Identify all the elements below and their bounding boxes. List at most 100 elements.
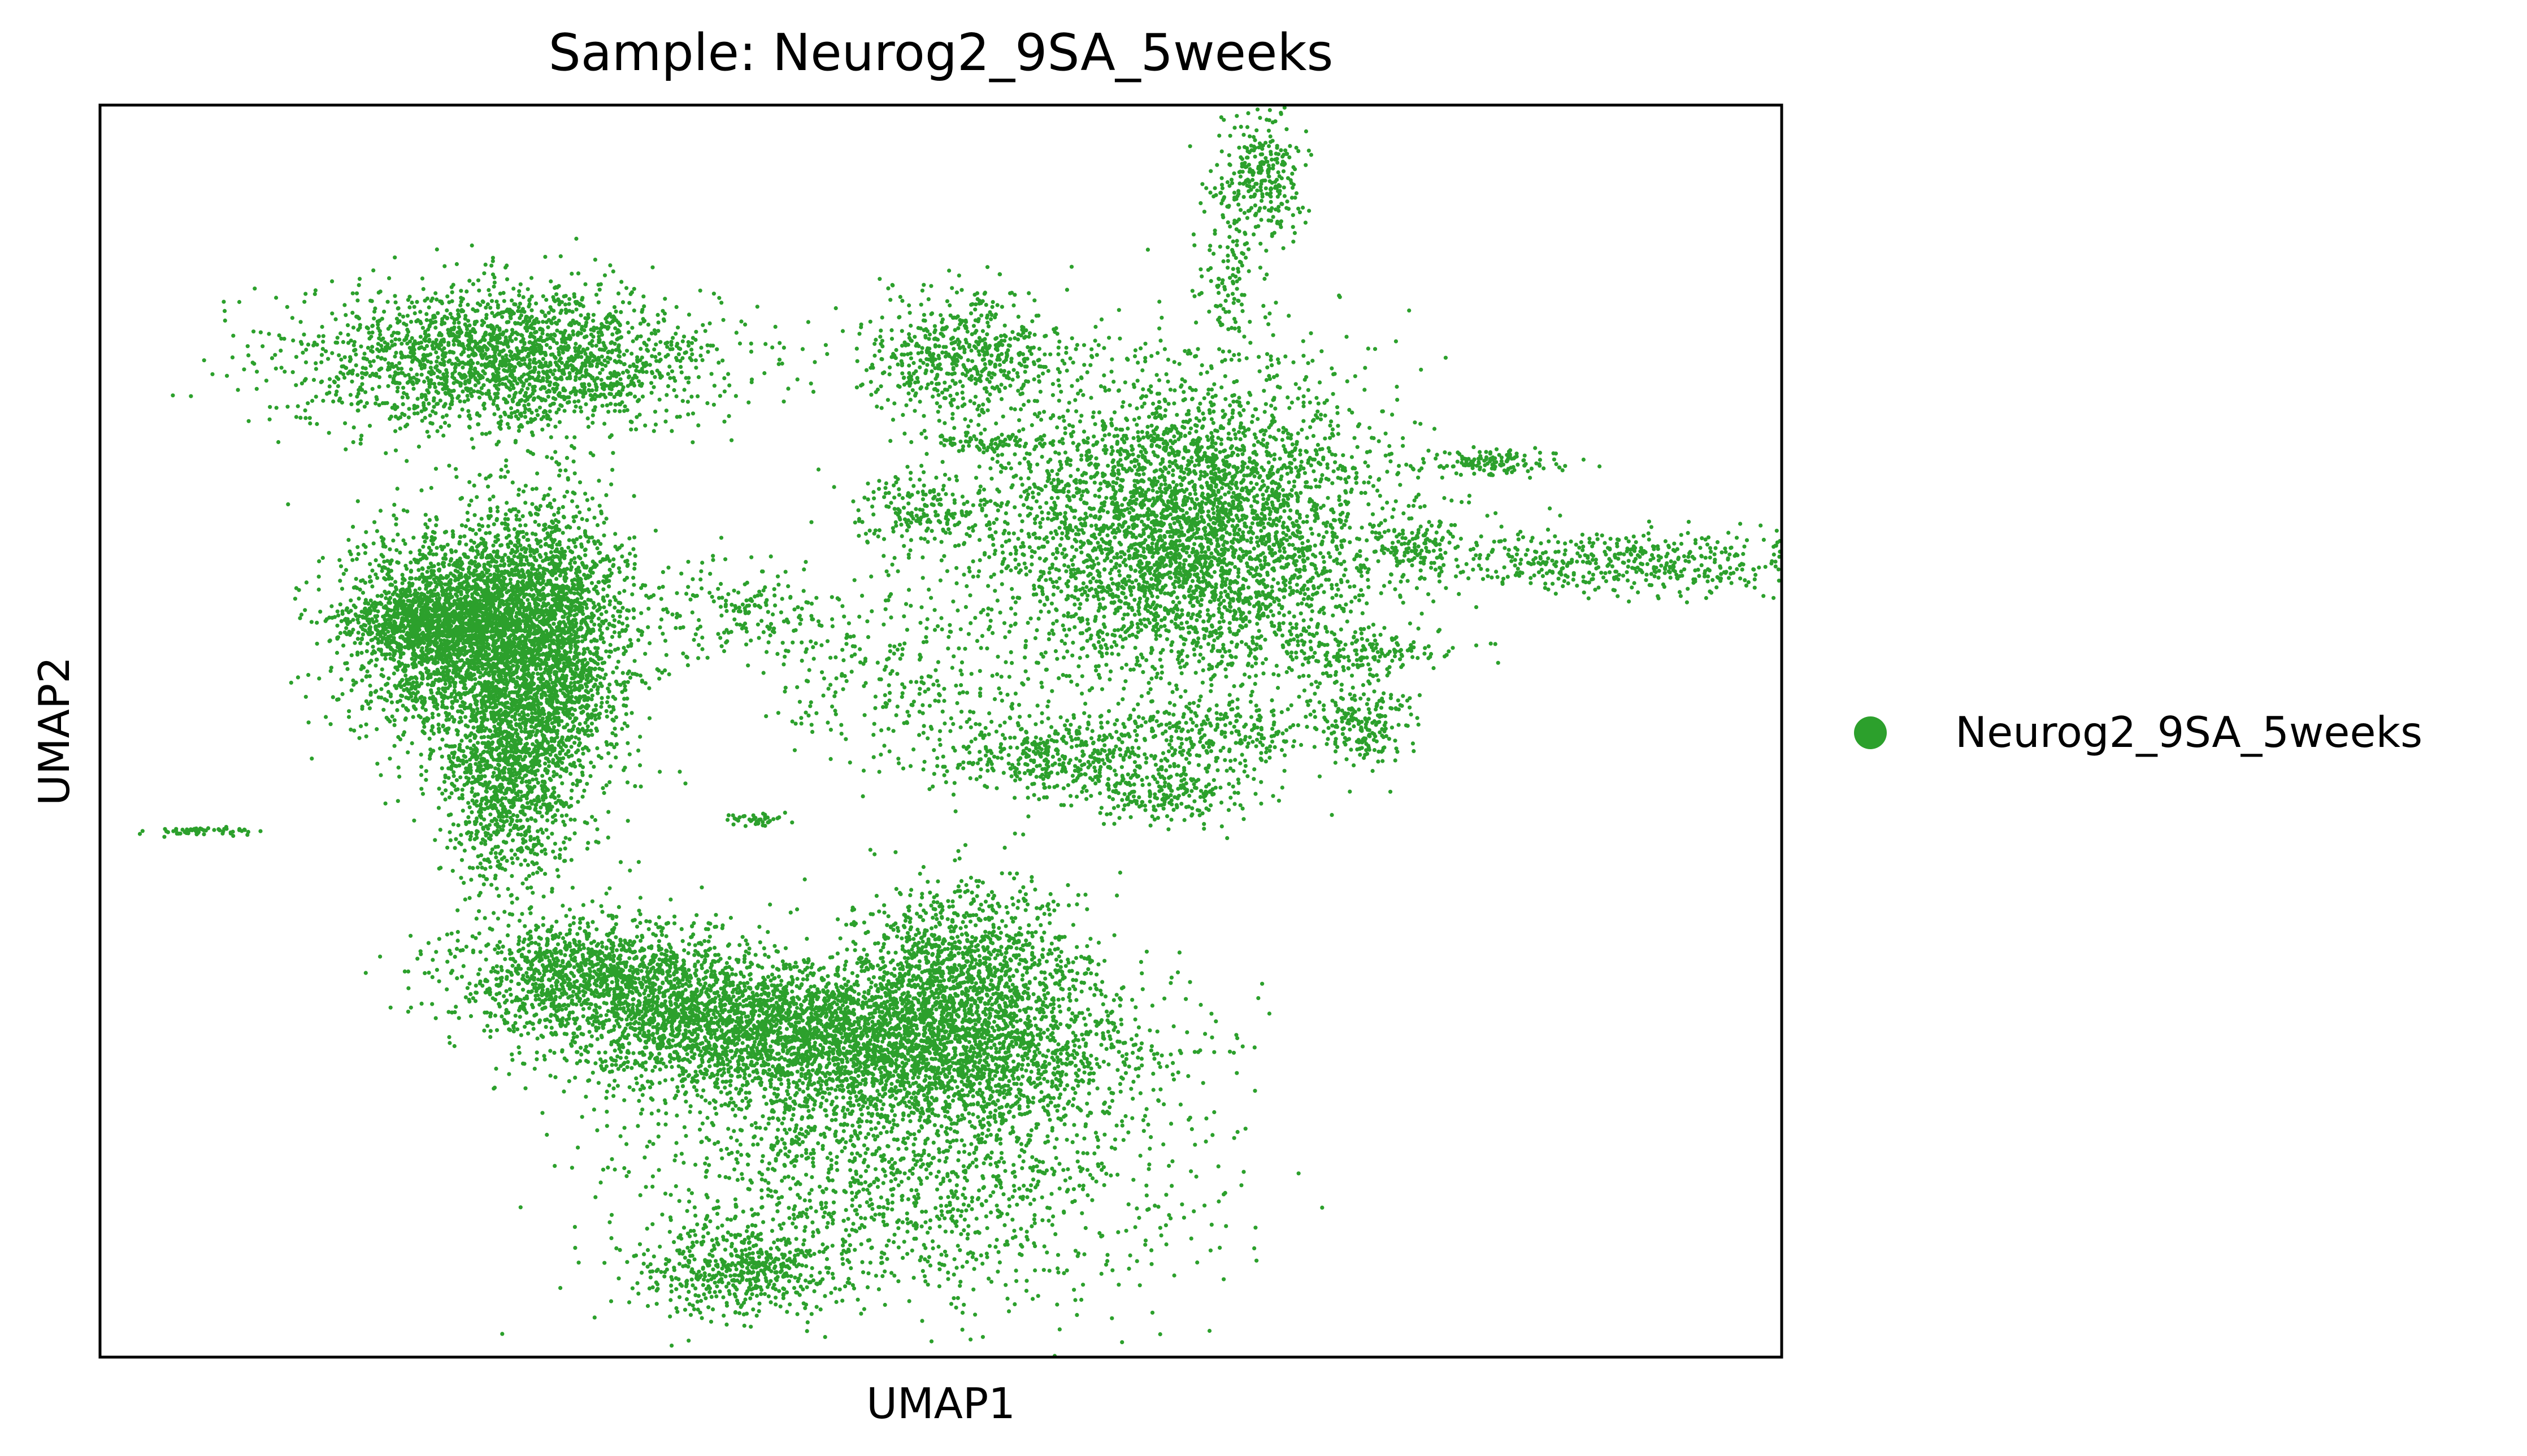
cell-point: [672, 388, 676, 393]
cell-point: [707, 321, 712, 326]
cell-point: [251, 329, 256, 334]
cell-point: [388, 374, 392, 379]
cell-point: [276, 440, 281, 445]
cell-point: [612, 395, 616, 399]
cell-point: [351, 343, 356, 347]
cell-point: [362, 405, 367, 409]
cell-point: [349, 552, 353, 557]
cell-point: [617, 634, 622, 638]
cell-point: [406, 372, 411, 377]
cell-point: [548, 305, 553, 310]
cell-point: [641, 294, 646, 299]
cell-point: [391, 376, 396, 381]
cell-point: [594, 358, 598, 362]
cell-point: [666, 372, 670, 376]
cell-point: [470, 347, 475, 353]
cell-point: [564, 363, 568, 368]
cell-point: [615, 380, 619, 385]
cell-point: [415, 411, 420, 416]
cell-point: [440, 301, 445, 306]
cell-point: [459, 589, 463, 594]
cell-point: [339, 677, 344, 681]
cell-point: [582, 328, 587, 333]
cell-point: [393, 337, 398, 342]
cell-point: [466, 518, 470, 523]
cell-point: [585, 416, 590, 421]
cell-point: [423, 415, 427, 420]
cell-point: [371, 620, 376, 624]
cell-point: [570, 367, 575, 372]
cell-point: [409, 550, 413, 555]
cell-point: [425, 429, 429, 434]
cell-point: [482, 406, 487, 411]
cell-point: [640, 367, 644, 371]
scatter-points-layer: [137, 105, 1782, 1358]
cell-point: [675, 358, 679, 363]
cell-point: [590, 359, 596, 363]
cell-point: [531, 388, 536, 393]
cell-point: [609, 402, 613, 406]
cell-point: [763, 342, 768, 346]
cell-point: [628, 419, 633, 424]
cell-point: [409, 350, 413, 355]
cell-point: [361, 614, 365, 619]
cell-point: [475, 495, 479, 499]
cell-point: [591, 312, 596, 317]
cell-point: [438, 398, 443, 403]
cell-point: [370, 371, 375, 376]
cell-point: [350, 311, 355, 315]
cell-point: [505, 263, 509, 268]
cell-point: [627, 374, 632, 379]
cell-point: [329, 666, 334, 670]
cell-point: [392, 612, 397, 616]
cell-point: [442, 359, 446, 364]
cell-point: [488, 306, 493, 310]
cell-point: [435, 247, 439, 252]
cell-point: [302, 299, 307, 304]
cell-point: [427, 337, 432, 342]
cell-point: [507, 425, 511, 430]
cell-point: [627, 330, 631, 334]
cell-point: [457, 325, 461, 330]
cell-point: [397, 361, 402, 366]
cell-point: [457, 334, 461, 339]
cell-point: [678, 359, 683, 363]
cell-point: [600, 382, 604, 387]
cell-point: [636, 379, 641, 384]
cell-point: [586, 312, 590, 317]
cell-point: [496, 533, 500, 538]
cell-point: [335, 375, 339, 380]
cell-point: [591, 408, 596, 412]
cell-point: [549, 505, 554, 510]
cell-point: [545, 455, 549, 459]
cell-point: [375, 594, 380, 598]
cell-point: [471, 282, 476, 286]
cell-point: [433, 291, 438, 295]
cell-point: [559, 308, 564, 313]
cell-point: [588, 451, 593, 455]
cell-point: [313, 288, 318, 293]
cell-point: [315, 421, 319, 427]
cell-point: [386, 384, 390, 388]
cell-point: [327, 377, 332, 381]
cell-point: [334, 393, 338, 397]
cell-point: [338, 370, 343, 375]
cell-point: [421, 730, 425, 734]
cell-point: [509, 312, 514, 317]
cell-point: [453, 684, 457, 689]
cell-point: [310, 398, 315, 403]
cell-point: [236, 388, 240, 392]
cell-point: [465, 327, 470, 332]
cell-point: [652, 347, 657, 352]
cell-point: [498, 292, 503, 296]
cell-point: [559, 331, 564, 335]
cell-point: [574, 341, 578, 346]
cell-point: [344, 447, 348, 451]
cell-point: [223, 318, 227, 323]
cell-point: [616, 343, 621, 347]
cell-point: [584, 368, 589, 372]
cell-point: [359, 433, 364, 438]
cell-point: [360, 678, 364, 683]
cell-point: [535, 671, 540, 676]
cell-point: [391, 538, 396, 543]
